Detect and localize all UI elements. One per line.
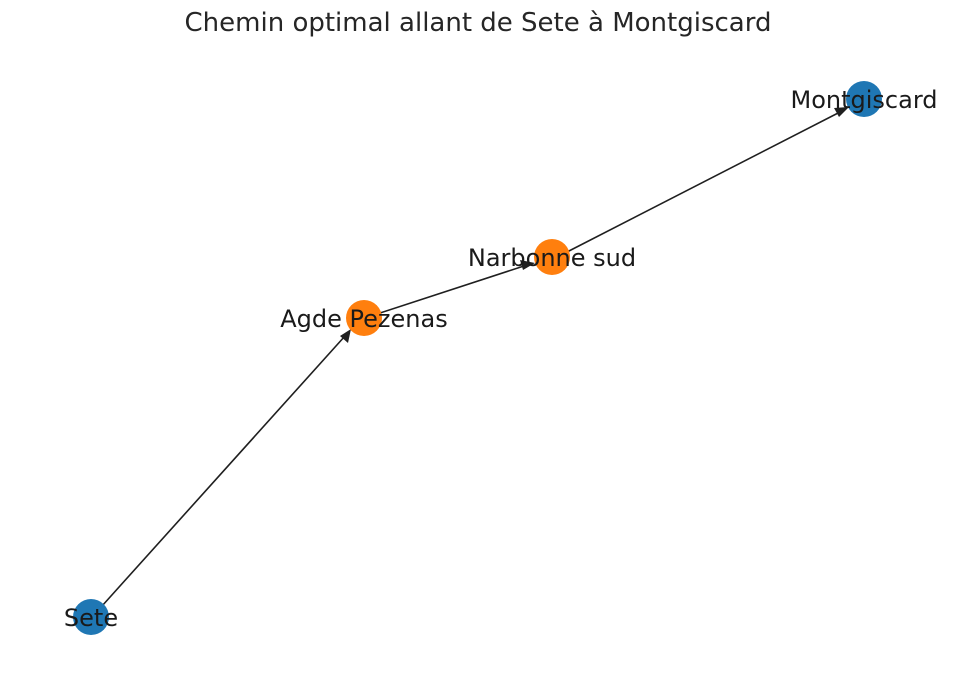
graph-title: Chemin optimal allant de Sete à Montgisc…	[185, 8, 772, 38]
edge-narbonne-montgiscard	[566, 107, 849, 253]
arrowhead-icon	[520, 260, 535, 270]
node-labels: Sete Agde Pezenas Narbonne sud Montgisca…	[64, 86, 938, 632]
edge-line-narbonne-montgiscard	[566, 110, 843, 253]
node-label-agde-pezenas: Agde Pezenas	[280, 305, 447, 333]
node-label-narbonne-sud: Narbonne sud	[468, 244, 636, 272]
nodes	[73, 81, 882, 635]
node-label-sete: Sete	[64, 604, 118, 632]
edge-agde-narbonne	[379, 260, 535, 314]
node-agde-pezenas	[346, 300, 382, 336]
arrowhead-icon	[834, 107, 849, 117]
edges	[101, 107, 849, 607]
arrowhead-icon	[340, 329, 351, 343]
edge-sete-agde	[101, 329, 351, 607]
edge-line-agde-narbonne	[379, 264, 528, 314]
node-sete	[73, 599, 109, 635]
node-narbonne-sud	[534, 239, 570, 275]
node-label-montgiscard: Montgiscard	[791, 86, 938, 114]
edge-line-sete-agde	[101, 335, 346, 607]
node-montgiscard	[846, 81, 882, 117]
